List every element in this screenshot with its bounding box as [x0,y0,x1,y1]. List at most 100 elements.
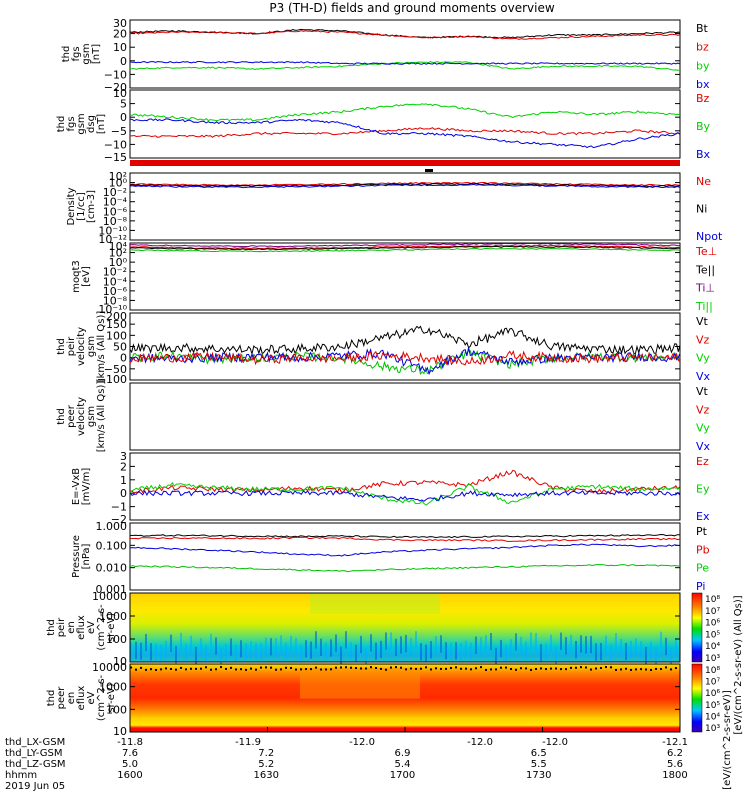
legend-Te⊥: Te⊥ [695,245,717,258]
y-axis-label: thd peer en eflux eV (cm^2-s-sr-eV) [46,674,117,721]
legend-bx: bx [696,78,710,91]
svg-text:[eV]: [eV] [81,266,92,287]
y-tick-label: 10000 [92,590,127,603]
svg-text:[1/cc]: [1/cc] [76,192,87,221]
x-tick-label: 1730 [526,770,551,781]
legend-Vt: Vt [696,315,709,328]
series-Bx [129,118,681,149]
svg-text:velocity: velocity [76,327,87,366]
y-tick-label: 10⁻⁸ [103,294,128,307]
svg-text:peer: peer [56,686,67,710]
y-tick-label: 1.000 [96,520,128,533]
x-tick-label: 6.5 [531,748,547,759]
x-tick-label: 1630 [254,770,279,781]
x-tick-label: 5.0 [122,759,138,770]
svg-text:moqt3: moqt3 [71,260,82,293]
x-tick-label: 1700 [390,770,415,781]
y-tick-label: 10 [113,655,127,668]
y-tick-label: 100 [106,633,127,646]
legend-Ex: Ex [696,510,710,523]
panel-8: 1.000 0.100 0.010 0.001 Pressure [nPa] Pt Pb Pe P… [71,520,710,596]
pressure-series [129,533,681,539]
y-tick-label: −5 [111,125,127,138]
y-tick-label: −15 [104,151,127,164]
svg-text:E=-VxB: E=-VxB [71,468,82,505]
svg-text:gsm: gsm [81,43,92,64]
svg-text:gsm: gsm [76,113,87,134]
y-axis-label: thd peir velocity gsm [km/s (All Qs)] [56,311,107,383]
svg-text:eflux: eflux [76,686,87,711]
y-tick-label: −2 [111,513,127,526]
temperature-series [129,244,681,250]
legend-Ni: Ni [696,203,707,216]
y-tick-label: 100 [106,329,127,342]
y-tick-label: 10⁻⁴ [103,275,128,288]
y-tick-label: 100 [106,703,127,716]
svg-text:thd: thd [56,408,67,425]
x-tick-label: 5.2 [258,759,274,770]
y-axis-label: E=-VxB [mV/m] [71,468,92,506]
legend-Npot: Npot [696,230,723,243]
y-tick-label: 10 [113,725,127,738]
series-bx [129,60,681,65]
y-axis-label: Pressure [nPa] [71,535,92,578]
svg-text:Pressure: Pressure [71,535,82,578]
y-tick-label: 1 [120,474,127,487]
svg-text:en: en [66,692,77,705]
series-Ez [129,469,681,494]
svg-text:peer: peer [66,404,77,428]
svg-text:peir: peir [66,336,77,356]
series-Bt [129,28,681,39]
density-series [129,183,681,189]
legend-Ti⊥: Ti⊥ [695,282,715,295]
legend-Ne: Ne [696,175,711,188]
svg-text:en: en [66,621,77,634]
svg-text:thd: thd [46,690,57,707]
x-tick-label: -12.0 [542,737,568,748]
y-tick-label: 0 [120,111,127,124]
x-tick-label: -11.8 [117,737,143,748]
y-axis-label: thd fgs gsm dsg [nT] [56,113,107,134]
svg-text:eV: eV [86,691,97,704]
svg-text:Density: Density [66,187,77,225]
legend-Ez: Ez [696,455,709,468]
series-By [129,103,681,122]
series-velocity [129,349,681,366]
svg-text:[cm-3]: [cm-3] [86,190,97,223]
y-tick-label: 10⁻⁶ [103,205,128,218]
y-tick-label: 0.010 [96,562,128,575]
legend-Ey: Ey [696,483,710,496]
legend-Vz: Vz [696,333,710,346]
legend-Ti||: Ti|| [695,300,713,313]
panel-frame [129,592,681,663]
legend-By: By [696,120,711,133]
y-tick-label: 200 [106,310,127,323]
colorbar-tick: 10⁵ [705,630,720,640]
svg-text:[nT]: [nT] [91,44,102,64]
y-tick-label: 0 [120,487,127,500]
y-tick-label: 0 [120,55,127,68]
pressure-series [129,564,681,573]
pressure-series [129,536,681,543]
colorbar-tick: 10⁶ [705,689,720,699]
y-tick-label: 10⁻¹⁰ [98,224,127,237]
legend-Pi: Pi [696,580,705,593]
colorbar-tick: 10⁸ [705,666,720,676]
y-tick-label: 10⁴ [109,240,128,253]
series-velocity [129,347,681,376]
y-tick-label: −100 [97,373,127,386]
svg-text:gsm: gsm [86,406,97,427]
legend-Bz: Bz [696,92,710,105]
y-tick-label: 10⁻² [103,186,127,199]
legend-Bt: Bt [696,22,709,35]
svg-text:thd: thd [61,46,72,63]
y-tick-label: 2 [120,460,127,473]
x-row-label: hhmm [5,770,37,781]
panel-3: 10²10⁰10⁻²10⁻⁴10⁻⁶10⁻⁸10⁻¹⁰10⁻¹²Density[… [66,170,723,246]
y-tick-label: 20 [113,28,127,41]
y-tick-label: 10⁰ [109,177,128,190]
